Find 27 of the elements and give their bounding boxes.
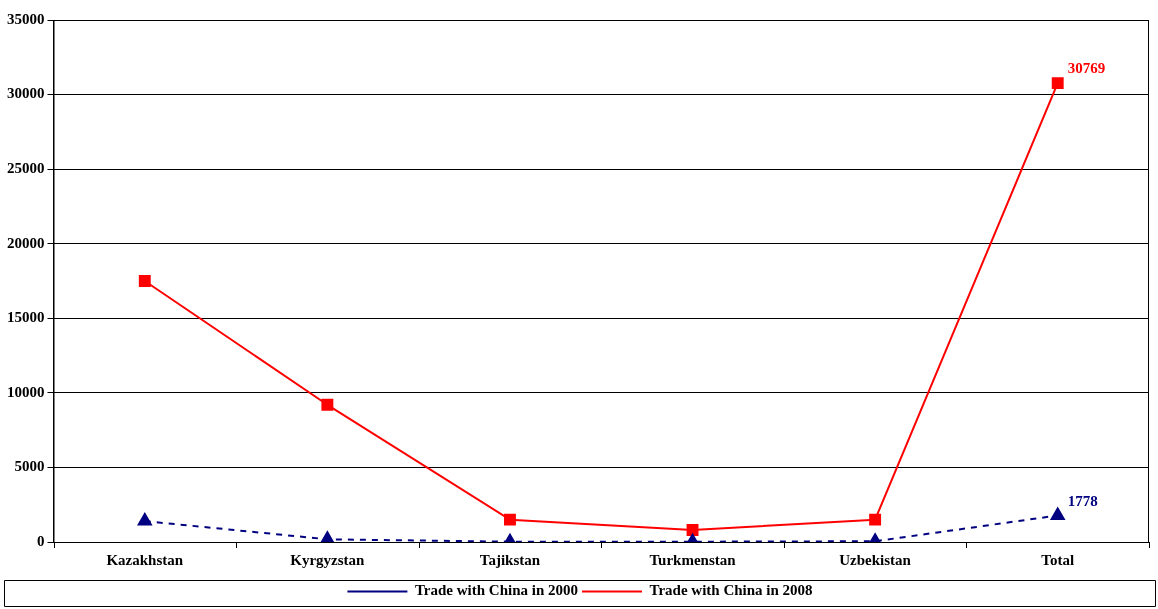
point <box>1050 507 1065 520</box>
point <box>1051 77 1064 90</box>
y-tick-label: 20000 <box>7 234 45 251</box>
x-tick-label: Kazakhstan <box>106 551 184 568</box>
x-tick-label: Kyrgyzstan <box>290 551 366 568</box>
y-tick-label: 35000 <box>7 10 45 27</box>
y-tick-label: 0 <box>37 532 45 549</box>
point <box>137 513 152 526</box>
point <box>504 513 516 526</box>
legend-label: Trade with China in 2008 <box>649 582 813 599</box>
y-tick-label: 15000 <box>7 309 45 326</box>
x-tick-label: Total <box>1041 551 1075 568</box>
y-tick-label: 25000 <box>7 160 45 177</box>
point <box>320 531 335 542</box>
x-tick-label: Tajikstan <box>479 551 541 568</box>
x-tick-label: Uzbekistan <box>839 551 912 568</box>
point <box>138 275 151 287</box>
y-tick-label: 10000 <box>7 383 45 400</box>
y-tick-label: 5000 <box>14 458 45 475</box>
point <box>869 513 882 526</box>
y-tick-label: 30000 <box>7 85 45 102</box>
data-label: 30769 <box>1067 60 1106 77</box>
point <box>686 524 699 537</box>
legend-label: Trade with China in 2000 <box>414 582 579 599</box>
data-label: 1778 <box>1067 492 1098 509</box>
x-tick-label: Turkmenstan <box>649 551 737 568</box>
point <box>321 398 334 411</box>
